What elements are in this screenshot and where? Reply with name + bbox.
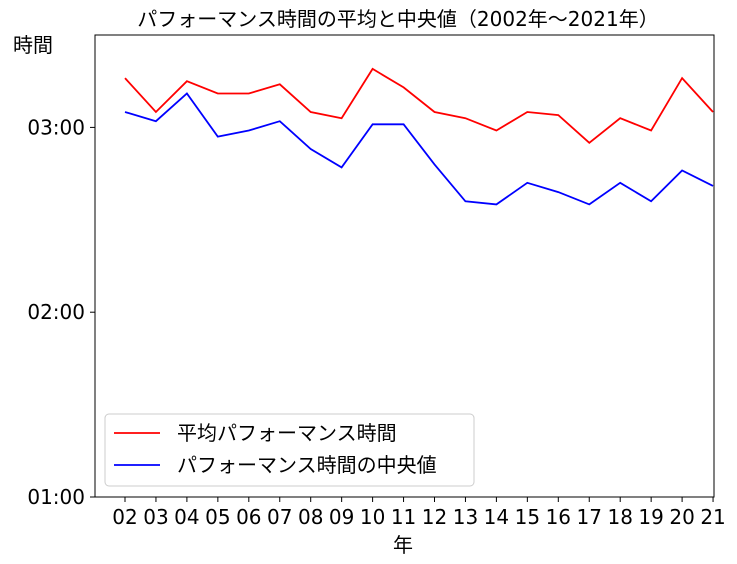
x-tick-label: 17: [577, 505, 602, 529]
chart-title: パフォーマンス時間の平均と中央値（2002年〜2021年）: [137, 7, 658, 31]
x-tick-label: 18: [607, 505, 632, 529]
y-tick-label: 02:00: [27, 300, 85, 324]
series-line-1: [124, 92, 714, 206]
x-tick-label: 20: [669, 505, 694, 529]
x-tick-label: 21: [700, 505, 725, 529]
plot-frame: [94, 34, 715, 498]
x-tick-label: 07: [267, 505, 292, 529]
x-tick-label: 13: [453, 505, 478, 529]
x-tick-label: 02: [112, 505, 137, 529]
x-tick-label: 09: [329, 505, 354, 529]
x-tick-label: 12: [422, 505, 447, 529]
x-tick-label: 06: [236, 505, 261, 529]
legend-box: [104, 413, 475, 487]
x-axis-label: 年: [393, 533, 413, 557]
x-tick-label: 05: [205, 505, 230, 529]
x-tick-label: 19: [638, 505, 663, 529]
series-line-0: [124, 67, 714, 144]
x-tick-label: 03: [143, 505, 168, 529]
x-tick-label: 04: [174, 505, 199, 529]
x-tick-label: 11: [391, 505, 416, 529]
legend-label-1: パフォーマンス時間の中央値: [177, 453, 437, 477]
x-tick-label: 08: [298, 505, 323, 529]
y-axis-label: 時間: [13, 33, 53, 57]
x-tick-label: 10: [360, 505, 385, 529]
x-tick-label: 16: [546, 505, 571, 529]
legend-label-0: 平均パフォーマンス時間: [177, 421, 397, 445]
x-tick-label: 14: [484, 505, 509, 529]
y-tick-label: 01:00: [27, 485, 85, 509]
x-tick-label: 15: [515, 505, 540, 529]
y-tick-label: 03:00: [27, 115, 85, 139]
